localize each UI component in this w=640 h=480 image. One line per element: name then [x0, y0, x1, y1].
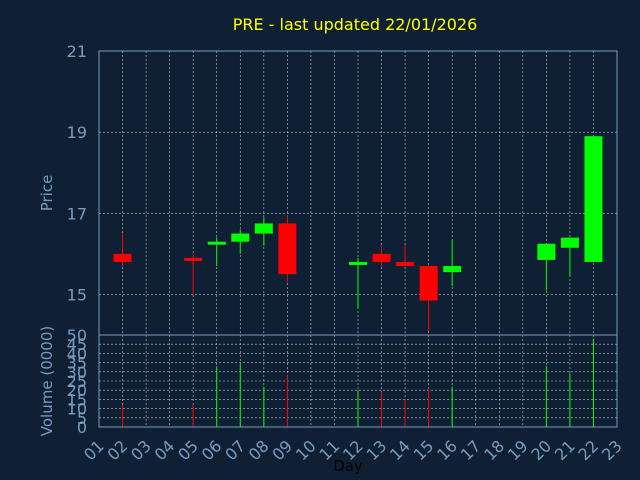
volume-tick-label: 45 [67, 335, 87, 354]
price-tick-label: 21 [67, 42, 87, 61]
volume-tick-label: 25 [67, 372, 87, 391]
chart-title: PRE - last updated 22/01/2026 [233, 15, 478, 34]
candle-body-14 [396, 261, 415, 267]
candle-body-15 [419, 266, 438, 301]
volume-tick-label: 5 [77, 409, 87, 428]
volume-tick-label: 15 [67, 390, 87, 409]
candle-body-22 [584, 136, 603, 262]
candle-body-20 [537, 243, 556, 260]
candle-body-09 [278, 223, 297, 275]
volume-tick-label: 40 [67, 344, 87, 363]
x-axis-label: Day [333, 457, 363, 475]
volume-tick-label: 20 [67, 381, 87, 400]
candle-body-08 [254, 223, 273, 234]
price-tick-label: 15 [67, 285, 87, 304]
volume-bars [122, 338, 594, 427]
volume-tick-label: 30 [67, 363, 87, 382]
volume-tick-label: 50 [67, 326, 87, 345]
candle-body-07 [231, 233, 250, 242]
price-tick-label: 17 [67, 204, 87, 223]
volume-plot-frame [98, 334, 618, 428]
candle-body-21 [560, 237, 579, 248]
volume-tick-label: 35 [67, 354, 87, 373]
candle-body-12 [349, 261, 367, 265]
x-tick-label: 23 [598, 436, 626, 464]
candle-body-16 [443, 266, 462, 273]
candles [113, 136, 603, 331]
volume-tick-label: 10 [67, 400, 87, 419]
price-tick-label: 19 [67, 123, 87, 142]
candle-body-02 [113, 253, 132, 262]
y-axis-label: Price [38, 175, 56, 212]
price-tick-labels: 15 17 19 21 [67, 42, 87, 304]
volume-axis-label: Volume (0000) [38, 326, 56, 436]
candle-body-06 [207, 241, 226, 245]
volume-tick-label: 0 [77, 418, 87, 437]
candle-body-05 [184, 257, 203, 261]
candle-body-13 [372, 253, 391, 262]
